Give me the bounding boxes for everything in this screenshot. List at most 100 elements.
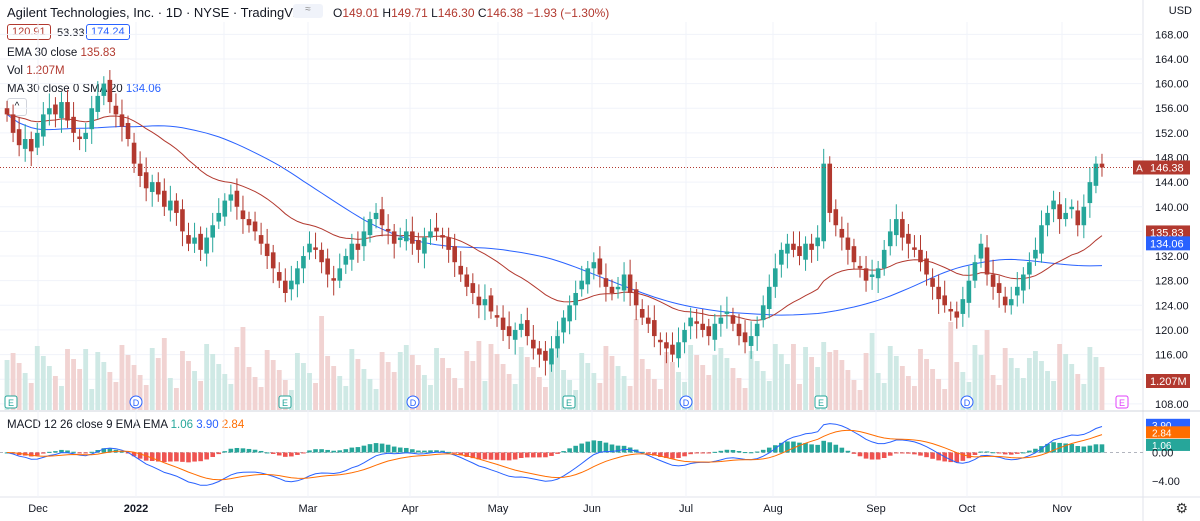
macd-hist-bar — [924, 452, 929, 458]
candle — [349, 243, 355, 260]
currency-label[interactable]: USD — [1168, 5, 1192, 17]
ask-badge[interactable]: 174.24 — [86, 24, 130, 40]
x-tick-label: Dec — [28, 503, 48, 515]
macd-hist-bar — [555, 452, 560, 454]
earnings-marker — [814, 395, 828, 409]
volume-bar — [700, 365, 706, 410]
candle — [59, 102, 64, 119]
candle — [428, 231, 433, 238]
candle — [1051, 200, 1056, 210]
macd-hist-bar — [101, 448, 107, 453]
macd-hist-bar — [355, 447, 361, 453]
macd-legend[interactable]: MACD 12 26 close 9 EMA EMA 1.06 3.90 2.8… — [7, 419, 245, 431]
volume-bar — [167, 378, 173, 410]
event-label: D — [410, 398, 417, 408]
bid-badge[interactable]: 120.91 — [7, 24, 51, 40]
volume-bar — [1093, 357, 1099, 410]
macd-hist-bar — [373, 443, 379, 453]
macd-tag — [1146, 426, 1190, 439]
macd-hist-bar — [283, 452, 288, 457]
close-label: C — [477, 6, 487, 20]
volume-bar — [549, 350, 554, 410]
candle — [301, 256, 306, 269]
volume-bar — [748, 351, 754, 410]
volume-bar — [833, 350, 839, 410]
macd-hist-bar — [779, 442, 784, 453]
macd-hist-bar — [168, 452, 173, 462]
volume-bar — [107, 372, 113, 410]
ma-legend[interactable]: MA 30 close 0 SMA 20 134.06 — [7, 83, 162, 95]
y-tick-label: 144.00 — [1155, 177, 1189, 189]
candle — [458, 265, 464, 275]
visibility-toggle[interactable]: ≈ — [293, 4, 323, 18]
ema-legend[interactable]: EMA 30 close 135.83 — [7, 47, 116, 59]
candle — [633, 289, 639, 306]
volume-bar — [4, 360, 10, 410]
spread-value: 53.33 — [57, 27, 85, 39]
candle — [28, 139, 34, 152]
candle — [276, 272, 282, 281]
macd-hist-bar — [549, 452, 554, 456]
candle — [391, 231, 397, 244]
candle — [168, 200, 173, 211]
candle — [555, 336, 560, 349]
candle — [524, 320, 530, 337]
volume-bar — [149, 348, 155, 410]
volume-bar — [567, 380, 573, 410]
x-tick-label: Sep — [866, 503, 886, 515]
vol-legend[interactable]: Vol 1.207M — [7, 65, 65, 77]
macd-hist-bar — [881, 452, 887, 459]
candle — [887, 231, 893, 247]
volume-bar — [585, 363, 591, 410]
candle — [567, 305, 572, 322]
macd-hist-bar — [797, 442, 802, 453]
macd-hist-bar — [585, 441, 591, 453]
macd-hist-bar — [307, 450, 312, 453]
macd-hist-bar — [28, 452, 34, 457]
macd-hist-bar — [1014, 452, 1020, 454]
volume-bar — [325, 356, 331, 410]
chart-title: Agilent Technologies, Inc. · 1D · NYSE ·… — [7, 5, 313, 20]
volume-bar — [663, 352, 669, 410]
candle — [603, 278, 609, 287]
candle — [815, 237, 820, 247]
volume-bar — [688, 345, 694, 410]
x-tick-label: Oct — [958, 503, 975, 515]
volume-bar — [615, 366, 621, 410]
volume-bar — [912, 386, 917, 410]
volume-bar — [573, 390, 579, 410]
volume-bar — [791, 344, 796, 410]
volume-bar — [579, 353, 585, 410]
candle — [736, 323, 742, 337]
event-label: E — [818, 398, 824, 408]
volume-bar — [397, 352, 403, 410]
volume-bar — [422, 375, 427, 410]
candle — [573, 292, 578, 306]
volume-bar — [706, 375, 712, 410]
candle — [839, 228, 845, 238]
macd-hist-bar — [325, 449, 330, 453]
volume-bar — [313, 383, 318, 410]
candle — [313, 247, 318, 250]
volume-bar — [754, 361, 760, 410]
macd-hist-bar — [984, 451, 990, 453]
volume-bar — [494, 354, 500, 410]
volume-bar — [222, 374, 228, 410]
macd-hist-bar — [476, 452, 482, 460]
candle — [1021, 274, 1026, 291]
candle — [95, 95, 101, 112]
candle — [900, 219, 905, 238]
candle — [857, 265, 863, 269]
macd-hist-bar — [410, 449, 415, 453]
macd-hist-bar — [71, 451, 76, 453]
macd-hist-bar — [131, 452, 137, 457]
candle — [996, 283, 1002, 293]
volume-bar — [391, 372, 397, 410]
macd-hist-bar — [748, 452, 754, 454]
candle — [319, 249, 324, 263]
gear-icon[interactable]: ⚙ — [1175, 500, 1188, 516]
macd-hist-bar — [918, 452, 923, 456]
volume-bar — [246, 367, 252, 410]
volume-bar — [337, 376, 343, 410]
